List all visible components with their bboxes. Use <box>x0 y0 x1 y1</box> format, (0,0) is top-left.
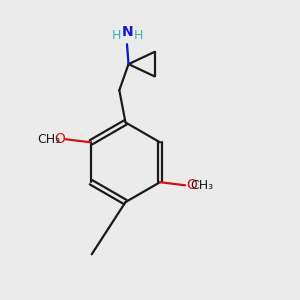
Text: CH₃: CH₃ <box>190 179 213 192</box>
Text: O: O <box>54 132 65 146</box>
Text: H: H <box>112 29 121 42</box>
Text: H: H <box>134 29 143 42</box>
Text: O: O <box>186 178 197 192</box>
Text: CH₃: CH₃ <box>38 133 61 146</box>
Text: N: N <box>122 25 134 39</box>
